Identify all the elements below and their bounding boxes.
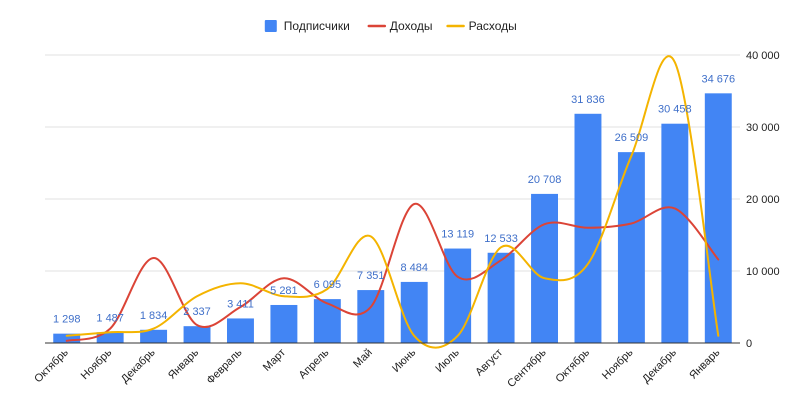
x-tick-label: Август — [473, 347, 505, 379]
x-tick-label: Март — [261, 347, 288, 374]
line-series — [65, 55, 720, 349]
bar-data-label: 26 509 — [615, 132, 649, 144]
x-tick-label: Июнь — [390, 346, 418, 374]
bar-data-label: 3 411 — [227, 298, 254, 310]
bar-data-label: 1 298 — [53, 314, 81, 326]
y-tick-label: 30 000 — [746, 122, 780, 134]
bar-data-label: 34 676 — [701, 73, 735, 85]
bar — [400, 281, 428, 343]
bar — [617, 152, 645, 343]
bar — [357, 290, 385, 343]
bar-data-label: 31 836 — [571, 94, 605, 106]
x-tick-label: Декабрь — [119, 346, 158, 385]
x-tick-label: Сентябрь — [505, 346, 549, 390]
y-tick-label: 20 000 — [746, 194, 780, 206]
bar — [270, 304, 298, 343]
x-tick-label: Апрель — [297, 346, 332, 381]
bar-series — [53, 93, 732, 344]
x-tick-label: Ноябрь — [79, 346, 115, 382]
bar-data-label: 6 095 — [314, 279, 342, 291]
bar-data-label: 1 487 — [96, 312, 124, 324]
bar — [96, 332, 124, 343]
y-tick-label: 40 000 — [746, 50, 780, 62]
bar — [531, 193, 558, 343]
x-tick-label: Октябрь — [32, 346, 71, 385]
bar-data-label: 13 119 — [441, 229, 474, 241]
y-axis: 0 10 000 20 000 30 000 40 000 — [746, 50, 780, 350]
x-tick-label: Июль — [433, 346, 462, 375]
bar-data-label: 1 834 — [140, 310, 168, 322]
line-series-expenses — [65, 55, 720, 349]
x-tick-label: Январь — [687, 346, 722, 381]
bar — [487, 252, 515, 343]
bar — [704, 93, 732, 344]
legend-label: Доходы — [390, 19, 433, 33]
legend-label: Подписчики — [284, 19, 350, 33]
x-tick-label: Январь — [166, 346, 201, 381]
bar — [313, 299, 341, 343]
y-tick-label: 10 000 — [746, 266, 780, 278]
x-tick-label: Декабрь — [640, 346, 679, 385]
x-tick-label: Октябрь — [553, 346, 592, 385]
data-labels: 1 298 1 487 1 834 2 337 3 411 5 281 6 095 7 351… — [53, 73, 735, 325]
x-axis: Октябрь Ноябрь Декабрь Январь Февраль Март Апр… — [32, 342, 740, 390]
bar-data-label: 2 337 — [183, 306, 211, 318]
bar-data-label: 12 533 — [484, 233, 518, 245]
bar-data-label: 7 351 — [357, 270, 385, 282]
x-tick-label: Май — [351, 347, 375, 371]
bar — [183, 326, 211, 343]
bar — [227, 318, 254, 343]
bar — [661, 123, 689, 344]
x-tick-label: Февраль — [204, 346, 244, 386]
legend-swatch-bar — [264, 20, 277, 32]
legend: Подписчики Доходы Расходы — [264, 19, 517, 33]
bar-data-label: 30 458 — [658, 104, 692, 116]
bar — [140, 329, 168, 343]
legend-label: Расходы — [469, 19, 517, 33]
bar-data-label: 20 708 — [528, 174, 562, 186]
bar-data-label: 5 281 — [270, 285, 298, 297]
y-tick-label: 0 — [746, 338, 752, 350]
bar-data-label: 8 484 — [400, 262, 428, 274]
x-tick-label: Ноябрь — [600, 346, 636, 382]
bar — [53, 333, 81, 343]
